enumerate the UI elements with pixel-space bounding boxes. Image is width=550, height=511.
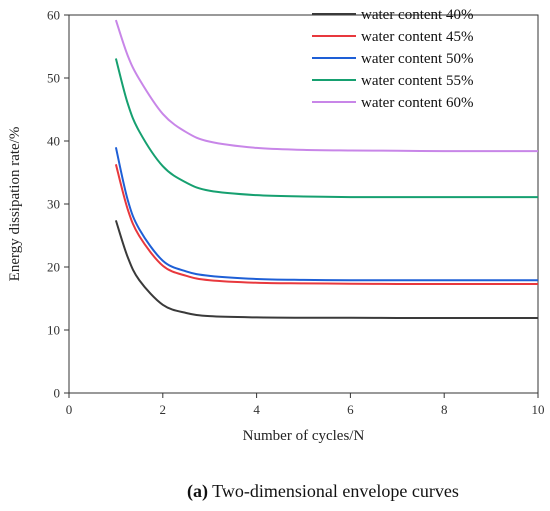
legend-label: water content 55% [361, 73, 473, 89]
ticks: 0 2 4 6 8 10 0 10 20 30 40 50 60 [47, 8, 545, 418]
y-tick-label: 50 [47, 71, 60, 86]
legend-label: water content 50% [361, 51, 473, 67]
x-tick-label: 10 [532, 402, 545, 417]
series-line [114, 147, 538, 282]
caption-label: (a) [187, 481, 208, 501]
series-line [114, 58, 538, 199]
series-line [114, 220, 538, 320]
x-tick-label: 6 [347, 402, 354, 417]
x-axis-label: Number of cycles/N [243, 428, 365, 444]
y-tick-label: 20 [47, 260, 60, 275]
legend-label: water content 40% [361, 7, 473, 23]
legend-label: water content 60% [361, 95, 473, 111]
x-tick-label: 8 [441, 402, 448, 417]
x-tick-label: 0 [66, 402, 73, 417]
y-tick-label: 60 [47, 8, 60, 23]
series-line [114, 19, 538, 153]
caption-text: Two-dimensional envelope curves [208, 481, 459, 501]
series-lines [114, 19, 538, 320]
y-tick-label: 30 [47, 197, 60, 212]
y-tick-label: 0 [54, 386, 61, 401]
legend-label: water content 45% [361, 29, 473, 45]
y-axis-label: Energy dissipation rate/% [7, 127, 23, 282]
y-tick-label: 40 [47, 134, 60, 149]
y-tick-label: 10 [47, 323, 60, 338]
figure-caption: (a) Two-dimensional envelope curves [187, 481, 459, 502]
series-line [114, 164, 538, 286]
legend: water content 40% water content 45% water … [312, 7, 473, 111]
plot-frame [68, 14, 539, 394]
x-tick-label: 4 [253, 402, 260, 417]
x-tick-label: 2 [160, 402, 167, 417]
